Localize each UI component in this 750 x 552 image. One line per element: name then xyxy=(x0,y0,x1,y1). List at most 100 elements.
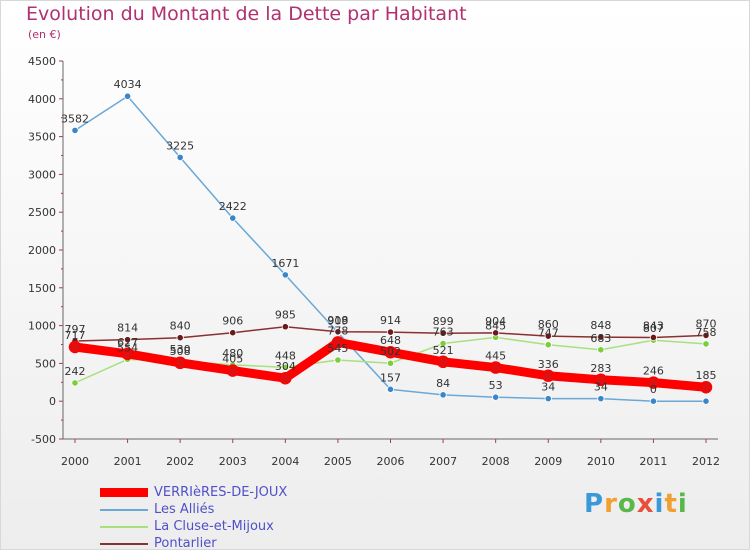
data-point-0 xyxy=(542,369,555,383)
data-point-0 xyxy=(489,361,502,374)
data-label-3: 848 xyxy=(590,319,611,332)
data-point-1 xyxy=(386,385,395,393)
y-tick-label: 4500 xyxy=(28,55,56,68)
data-point-3 xyxy=(649,333,658,342)
data-label-2: 758 xyxy=(696,326,717,339)
data-label-0: 717 xyxy=(65,329,86,342)
logo-letter: x xyxy=(636,489,655,519)
data-point-3 xyxy=(386,328,395,336)
data-label-3: 899 xyxy=(433,315,454,328)
x-tick-label: 2008 xyxy=(482,455,510,468)
chart-title: Evolution du Montant de la Dette par Hab… xyxy=(26,3,467,25)
legend-item-la-cluse: La Cluse-et-Mijoux xyxy=(100,518,420,535)
data-point-0 xyxy=(68,340,82,354)
x-tick-label: 2001 xyxy=(114,455,142,468)
data-label-2: 683 xyxy=(590,332,611,345)
x-tick-label: 2012 xyxy=(692,455,720,468)
data-point-2 xyxy=(439,339,447,348)
logo-letter: t xyxy=(664,489,678,519)
data-point-3 xyxy=(702,331,710,340)
data-label-1: 53 xyxy=(489,379,503,392)
data-label-1: 1671 xyxy=(271,257,299,270)
data-label-2: 845 xyxy=(485,319,506,332)
x-tick-label: 2003 xyxy=(219,455,247,468)
proxiti-logo: Proxiti xyxy=(584,489,688,519)
data-point-3 xyxy=(176,334,184,342)
data-point-1 xyxy=(649,397,658,405)
logo-letter: o xyxy=(617,489,637,519)
logo-letter: P xyxy=(584,489,605,519)
legend-swatch-les-allies xyxy=(100,509,148,511)
y-tick-label: 2500 xyxy=(28,206,56,219)
legend-item-pontarlier: Pontarlier xyxy=(100,535,420,552)
chart-subtitle: (en €) xyxy=(28,28,61,41)
data-label-3: 918 xyxy=(327,314,348,327)
data-label-3: 914 xyxy=(380,314,401,327)
data-label-1: 3225 xyxy=(166,139,194,152)
data-label-2: 747 xyxy=(538,327,559,340)
x-tick-label: 2000 xyxy=(61,455,89,468)
data-label-2: 763 xyxy=(433,326,454,339)
legend-label-verrieres: VERRIèRES-DE-JOUX xyxy=(154,485,288,500)
data-label-3: 843 xyxy=(643,319,664,332)
data-point-3 xyxy=(123,336,132,344)
data-label-3: 797 xyxy=(65,323,86,336)
data-label-3: 985 xyxy=(275,309,296,322)
x-tick-label: 2005 xyxy=(324,455,352,468)
logo-letter: i xyxy=(677,489,688,519)
x-tick-label: 2007 xyxy=(429,455,457,468)
legend: VERRIèRES-DE-JOUX Les Alliés La Cluse-et… xyxy=(100,484,420,552)
data-point-0 xyxy=(279,371,292,385)
data-point-0 xyxy=(331,336,345,349)
data-label-1: 4034 xyxy=(114,78,142,91)
data-point-0 xyxy=(384,345,397,359)
data-label-3: 814 xyxy=(117,322,138,335)
data-point-1 xyxy=(439,391,447,399)
data-point-0 xyxy=(594,373,608,387)
data-label-1: 2422 xyxy=(219,200,247,213)
data-point-0 xyxy=(647,376,660,389)
y-tick-label: 500 xyxy=(35,357,56,370)
y-tick-label: 0 xyxy=(49,395,56,408)
data-point-2 xyxy=(386,359,395,367)
data-point-3 xyxy=(281,323,289,331)
data-label-2: 530 xyxy=(170,343,191,356)
data-label-3: 840 xyxy=(170,320,191,333)
data-label-0: 778 xyxy=(327,324,348,337)
data-point-0 xyxy=(436,355,450,369)
data-point-1 xyxy=(492,393,500,401)
data-point-3 xyxy=(492,329,500,337)
data-point-1 xyxy=(176,153,184,161)
data-label-3: 860 xyxy=(538,318,559,331)
x-tick-label: 2011 xyxy=(639,455,667,468)
data-label-2: 242 xyxy=(65,365,86,378)
x-tick-label: 2006 xyxy=(377,455,405,468)
data-label-0: 521 xyxy=(433,344,454,357)
data-point-2 xyxy=(71,379,79,387)
data-label-2: 807 xyxy=(643,322,664,335)
data-label-0: 283 xyxy=(590,362,611,375)
data-point-3 xyxy=(334,328,342,336)
data-label-2: 480 xyxy=(222,347,243,360)
data-label-2: 545 xyxy=(327,342,348,355)
data-label-0: 405 xyxy=(222,353,243,366)
logo-letter: i xyxy=(654,489,665,519)
data-point-2 xyxy=(544,341,552,349)
data-label-0: 648 xyxy=(380,334,401,347)
data-point-0 xyxy=(226,364,239,377)
data-point-2 xyxy=(702,340,710,348)
legend-swatch-pontarlier xyxy=(100,543,148,545)
x-tick-label: 2009 xyxy=(534,455,562,468)
data-point-1 xyxy=(123,92,132,100)
data-point-1 xyxy=(544,395,552,403)
y-tick-label: 4000 xyxy=(28,93,56,106)
data-label-0: 304 xyxy=(275,360,296,373)
data-label-0: 185 xyxy=(696,369,717,382)
data-label-2: 502 xyxy=(380,345,401,358)
y-tick-label: 3000 xyxy=(28,168,56,181)
data-label-1: 157 xyxy=(380,371,401,384)
legend-label-la-cluse: La Cluse-et-Mijoux xyxy=(154,519,274,534)
data-point-2 xyxy=(597,346,605,354)
data-point-2 xyxy=(334,356,342,364)
